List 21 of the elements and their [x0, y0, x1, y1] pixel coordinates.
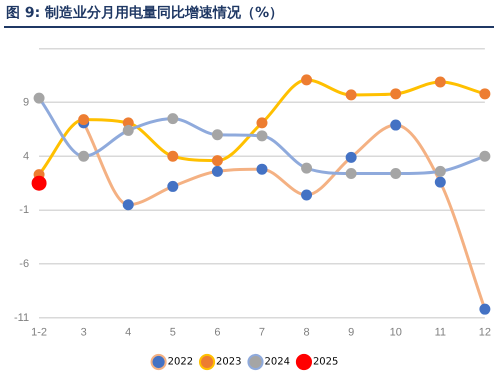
- y-tick-label: 4: [22, 150, 30, 162]
- x-tick-label: 10: [390, 326, 402, 338]
- x-tick-label: 11: [434, 326, 446, 338]
- x-tick-label: 1-2: [31, 326, 48, 338]
- y-tick-label: 9: [22, 96, 30, 108]
- legend-label: 2025: [312, 356, 338, 368]
- y-tick-label: -6: [19, 258, 30, 270]
- x-tick-label: 3: [80, 326, 87, 338]
- x-tick-label: 7: [258, 326, 266, 338]
- x-tick-label: 5: [170, 326, 176, 338]
- x-tick-label: 4: [125, 326, 132, 338]
- y-tick-label: -11: [14, 312, 30, 324]
- legend-label: 2024: [264, 356, 290, 368]
- x-tick-label: 8: [304, 326, 310, 338]
- chart-title: 图 9: 制造业分月用电量同比增速情况（%）: [6, 4, 284, 22]
- x-tick-label: 12: [478, 326, 492, 338]
- legend-label: 2023: [216, 356, 242, 368]
- x-tick-label: 9: [348, 326, 354, 338]
- legend-label: 2022: [168, 356, 194, 368]
- y-tick-label: -1: [19, 204, 30, 216]
- x-tick-label: 6: [214, 326, 220, 338]
